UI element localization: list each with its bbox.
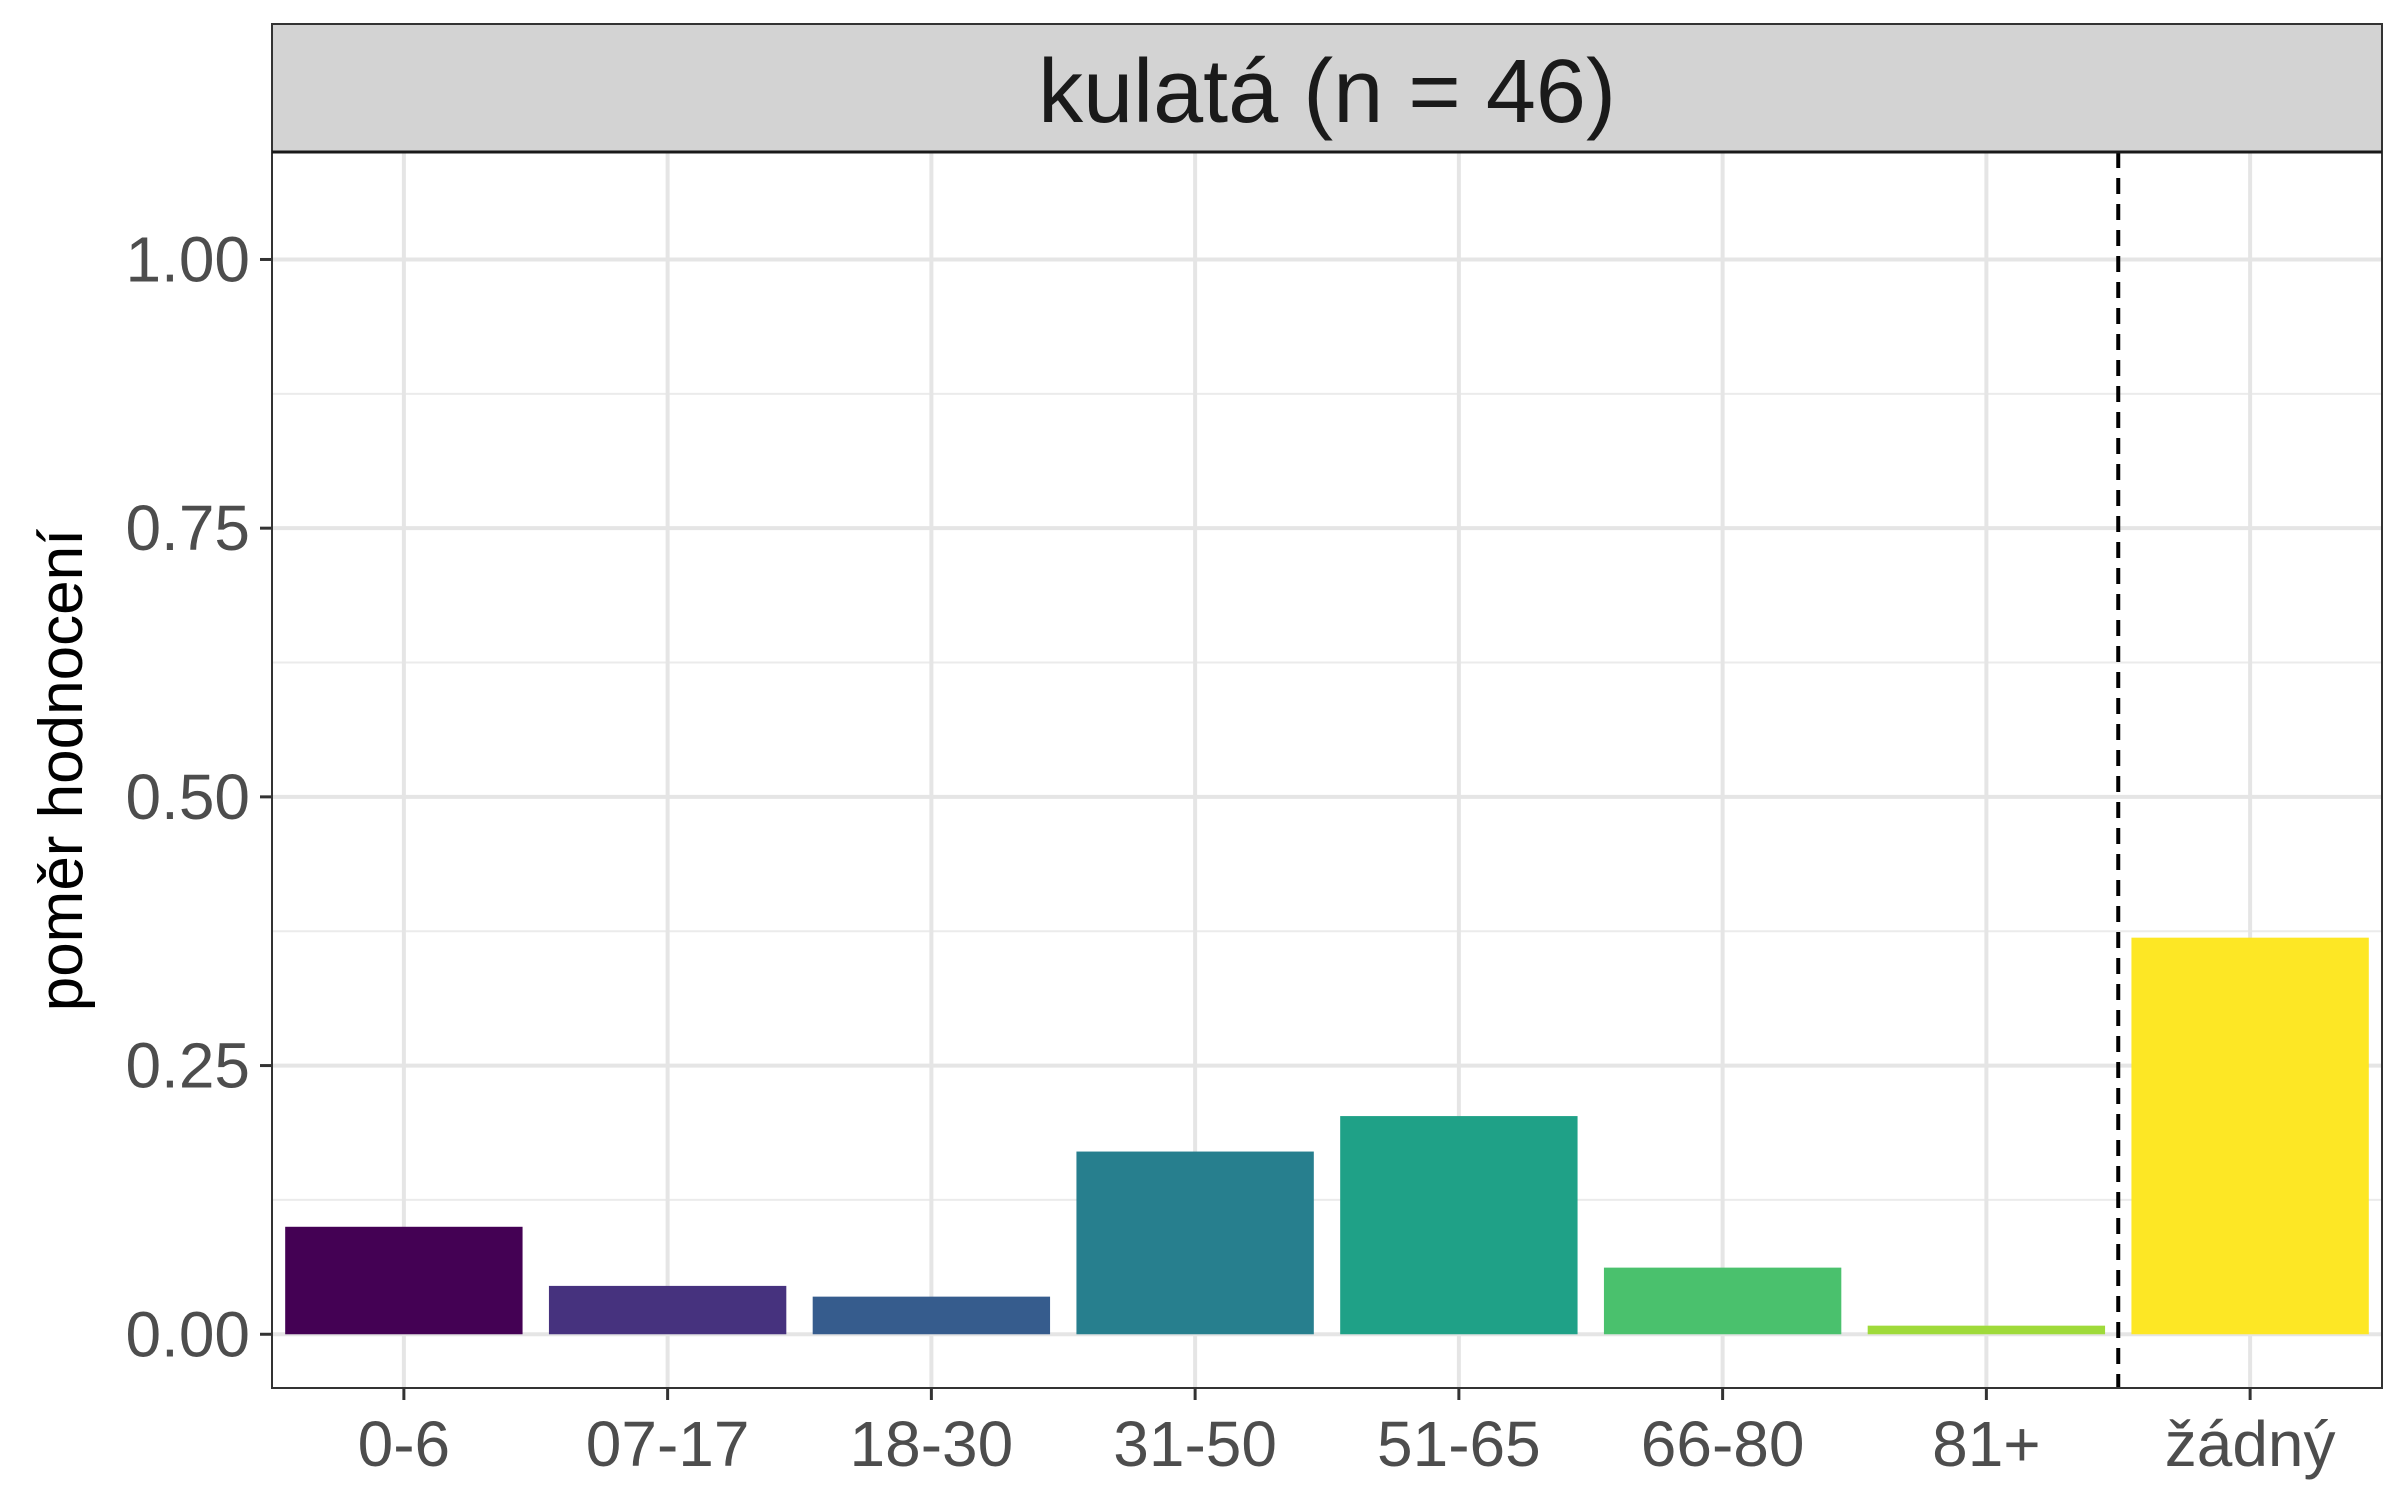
chart-title: kulatá (n = 46) [1038, 42, 1616, 142]
x-tick-label: 51-65 [1377, 1408, 1541, 1480]
x-tick-label: 0-6 [358, 1408, 451, 1480]
bar-07-17 [548, 1285, 787, 1335]
bar-0-6 [285, 1226, 523, 1335]
y-axis-title: poměr hodnocení [27, 529, 96, 1012]
x-tick-label: 81+ [1932, 1408, 2041, 1480]
facet-strip [271, 23, 2383, 153]
y-axis: 0.00 0.25 0.50 0.75 1.00 [125, 223, 272, 1370]
bar-66-80 [1603, 1267, 1842, 1335]
bar-žádný [2131, 937, 2369, 1335]
y-tick-label: 0.50 [125, 761, 250, 833]
x-tick-label: 18-30 [850, 1408, 1014, 1480]
x-axis: 0-6 07-17 18-30 31-50 51-65 66-80 81+ žádný [358, 1388, 2336, 1480]
x-tick-label: 31-50 [1113, 1408, 1277, 1480]
x-tick-label: 66-80 [1641, 1408, 1805, 1480]
bar-18-30 [812, 1296, 1051, 1335]
y-tick-label: 0.75 [125, 492, 250, 564]
bars [285, 937, 2369, 1335]
y-tick-label: 0.25 [125, 1030, 250, 1102]
minor-grid [272, 392, 2382, 1201]
x-tick-label: 07-17 [586, 1408, 750, 1480]
y-tick-label: 0.00 [125, 1298, 250, 1370]
panel-background [272, 152, 2382, 1388]
x-tick-label: žádný [2165, 1408, 2336, 1480]
y-tick-label: 1.00 [125, 223, 250, 295]
bar-31-50 [1076, 1151, 1314, 1335]
bar-81+ [1867, 1325, 2106, 1335]
bar-51-65 [1340, 1116, 1578, 1335]
